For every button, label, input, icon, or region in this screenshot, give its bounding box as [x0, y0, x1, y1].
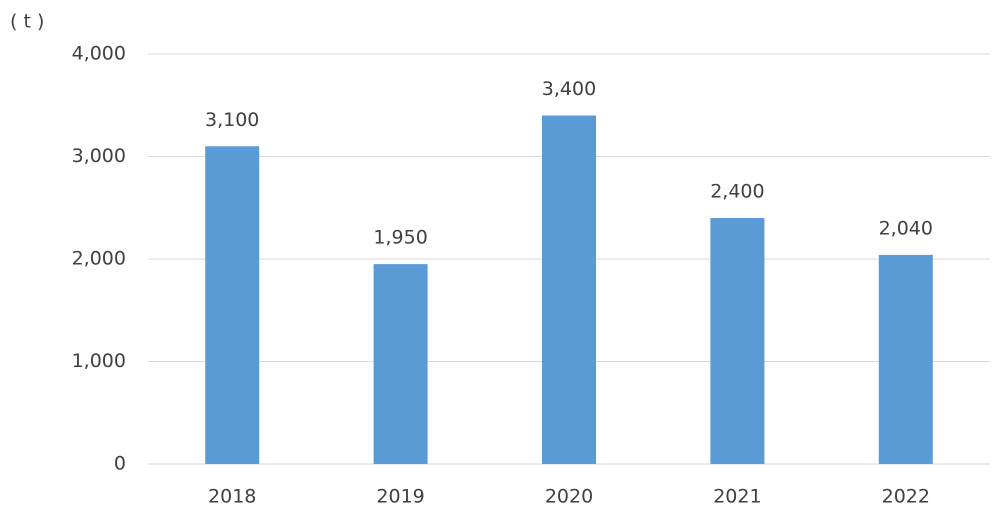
y-tick-label: 4,000 — [72, 43, 126, 65]
x-tick-label: 2018 — [208, 486, 256, 508]
x-tick-label: 2021 — [713, 486, 761, 508]
x-tick-label: 2020 — [545, 486, 593, 508]
x-tick-label: 2022 — [882, 486, 930, 508]
y-tick-label: 3,000 — [72, 145, 126, 167]
unit-label: ( t ) — [10, 11, 44, 33]
bar — [542, 115, 596, 464]
bar — [373, 264, 428, 464]
y-tick-label: 0 — [114, 453, 126, 475]
data-label: 3,400 — [542, 78, 596, 100]
y-tick-label: 1,000 — [72, 350, 126, 372]
bar — [205, 146, 260, 464]
data-label: 2,040 — [879, 217, 933, 239]
data-label: 3,100 — [205, 109, 259, 131]
y-tick-label: 2,000 — [72, 248, 126, 270]
bar — [710, 218, 765, 464]
x-tick-label: 2019 — [376, 486, 424, 508]
bar — [878, 254, 933, 464]
data-label: 1,950 — [373, 227, 427, 249]
data-label: 2,400 — [710, 181, 764, 203]
